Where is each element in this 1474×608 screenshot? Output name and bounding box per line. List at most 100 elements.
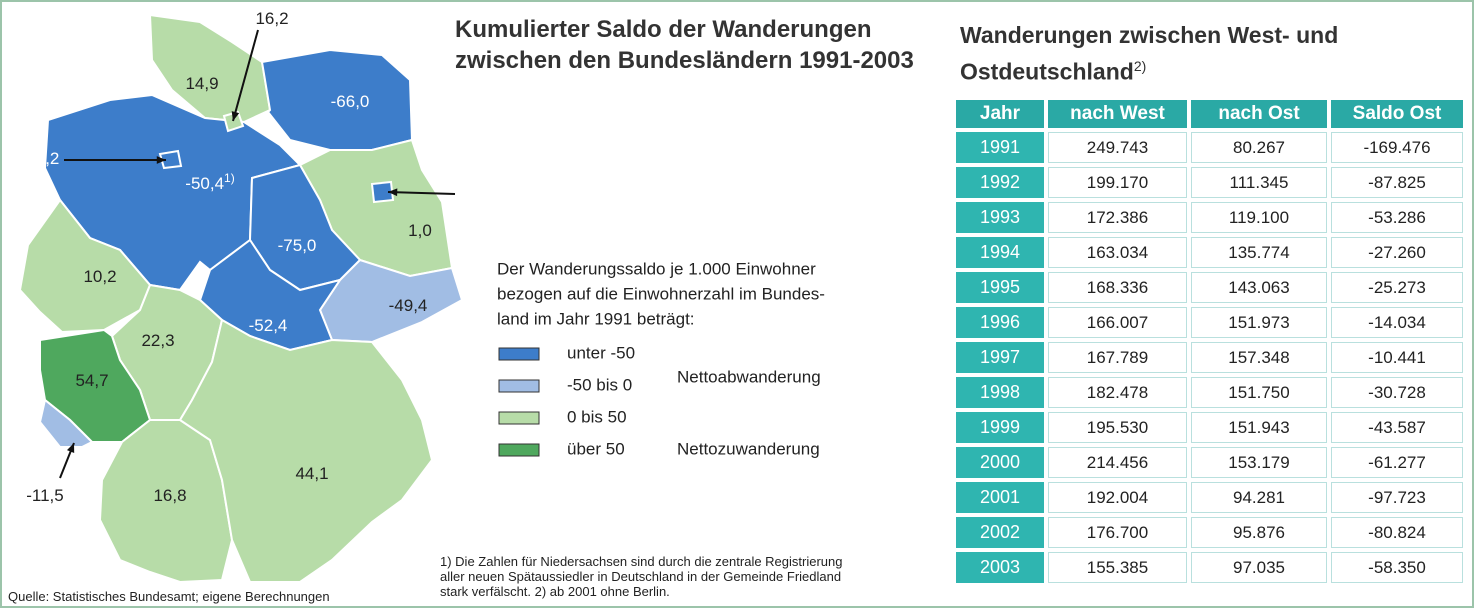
state-value: -11,5 bbox=[26, 486, 64, 505]
value-cell: 214.456 bbox=[1048, 447, 1187, 478]
state-value: 54,7 bbox=[75, 371, 108, 390]
arrow-head bbox=[66, 443, 75, 453]
state-value-text: 44,1 bbox=[295, 464, 328, 483]
year-cell: 1998 bbox=[956, 377, 1044, 408]
value-cell: 172.386 bbox=[1048, 202, 1187, 233]
legend-group: Nettozuwanderung bbox=[677, 439, 820, 458]
value-cell: 195.530 bbox=[1048, 412, 1187, 443]
state-value: -35,6 bbox=[466, 183, 505, 202]
legend-group: Nettoabwanderung bbox=[677, 367, 821, 386]
state-value-text: -49,4 bbox=[389, 296, 428, 315]
value-cell: -30.728 bbox=[1331, 377, 1463, 408]
value-cell: -61.277 bbox=[1331, 447, 1463, 478]
table-row: 1998 182.478 151.750 -30.728 bbox=[956, 377, 1463, 408]
value-cell: 80.267 bbox=[1191, 132, 1327, 163]
value-cell: -80.824 bbox=[1331, 517, 1463, 548]
value-cell: 95.876 bbox=[1191, 517, 1327, 548]
value-cell: 176.700 bbox=[1048, 517, 1187, 548]
state-value: 22,3 bbox=[141, 331, 174, 350]
legend-label: 0 bis 50 bbox=[567, 407, 627, 426]
legend-intro: bezogen auf die Einwohnerzahl im Bundes- bbox=[497, 284, 825, 303]
state-value-text: -38,2 bbox=[21, 149, 60, 168]
table-row: 1996 166.007 151.973 -14.034 bbox=[956, 307, 1463, 338]
year-cell: 1992 bbox=[956, 167, 1044, 198]
header-cell: nach West bbox=[1048, 100, 1187, 128]
value-cell: 249.743 bbox=[1048, 132, 1187, 163]
value-cell: -27.260 bbox=[1331, 237, 1463, 268]
source: Quelle: Statistisches Bundesamt; eigene … bbox=[8, 589, 330, 604]
state-value: 14,9 bbox=[185, 74, 218, 93]
year-cell: 1991 bbox=[956, 132, 1044, 163]
table-row: 1999 195.530 151.943 -43.587 bbox=[956, 412, 1463, 443]
value-cell: 157.348 bbox=[1191, 342, 1327, 373]
value-cell: 192.004 bbox=[1048, 482, 1187, 513]
state-value-text: 16,8 bbox=[153, 486, 186, 505]
legend-label: -50 bis 0 bbox=[567, 375, 632, 394]
value-cell: 143.063 bbox=[1191, 272, 1327, 303]
value-cell: 153.179 bbox=[1191, 447, 1327, 478]
migration-table: Jahr nach West nach Ost Saldo Ost 1991 249.74… bbox=[952, 96, 1467, 587]
table-row: 2000 214.456 153.179 -61.277 bbox=[956, 447, 1463, 478]
table-row: 1993 172.386 119.100 -53.286 bbox=[956, 202, 1463, 233]
state-value: 10,2 bbox=[83, 267, 116, 286]
table-title-note: 2) bbox=[1133, 58, 1147, 74]
arrow-head bbox=[231, 111, 240, 121]
state-value: 1,0 bbox=[408, 221, 432, 240]
value-cell: -14.034 bbox=[1331, 307, 1463, 338]
value-cell: -58.350 bbox=[1331, 552, 1463, 583]
year-cell: 1995 bbox=[956, 272, 1044, 303]
year-cell: 1997 bbox=[956, 342, 1044, 373]
legend-label: unter -50 bbox=[567, 343, 635, 362]
value-cell: 151.750 bbox=[1191, 377, 1327, 408]
value-cell: 163.034 bbox=[1048, 237, 1187, 268]
table-title: Wanderungen zwischen West- und Ostdeutsc… bbox=[960, 20, 1430, 88]
year-cell: 2000 bbox=[956, 447, 1044, 478]
legend-swatch bbox=[498, 379, 540, 393]
value-cell: -25.273 bbox=[1331, 272, 1463, 303]
table-row: 1991 249.743 80.267 -169.476 bbox=[956, 132, 1463, 163]
footnote-line: stark verfälscht. 2) ab 2001 ohne Berlin… bbox=[440, 584, 670, 599]
state-value: -52,4 bbox=[249, 316, 288, 335]
state-value: -38,2 bbox=[21, 149, 60, 168]
footnote-line: 1) Die Zahlen für Niedersachsen sind dur… bbox=[440, 554, 843, 569]
table-row: 2002 176.700 95.876 -80.824 bbox=[956, 517, 1463, 548]
title: Kumulierter Saldo der Wanderungen zwisch… bbox=[455, 16, 914, 74]
value-cell: 94.281 bbox=[1191, 482, 1327, 513]
state-area bbox=[158, 149, 183, 170]
value-cell: 135.774 bbox=[1191, 237, 1327, 268]
value-cell: 155.385 bbox=[1048, 552, 1187, 583]
value-cell: 182.478 bbox=[1048, 377, 1187, 408]
arrow-head bbox=[388, 188, 398, 197]
header-cell: nach Ost bbox=[1191, 100, 1327, 128]
value-cell: -87.825 bbox=[1331, 167, 1463, 198]
value-cell: 97.035 bbox=[1191, 552, 1327, 583]
value-cell: 111.345 bbox=[1191, 167, 1327, 198]
state-value-note: 1) bbox=[224, 171, 235, 185]
state-value-text: -50,4 bbox=[185, 174, 224, 193]
value-cell: -97.723 bbox=[1331, 482, 1463, 513]
state-value-text: 54,7 bbox=[75, 371, 108, 390]
state-area bbox=[38, 398, 94, 448]
state-value-text: 10,2 bbox=[83, 267, 116, 286]
year-cell: 2002 bbox=[956, 517, 1044, 548]
year-cell: 1993 bbox=[956, 202, 1044, 233]
header-row: Jahr nach West nach Ost Saldo Ost bbox=[956, 100, 1463, 128]
year-cell: 1996 bbox=[956, 307, 1044, 338]
year-cell: 1999 bbox=[956, 412, 1044, 443]
value-cell: -169.476 bbox=[1331, 132, 1463, 163]
table-row: 1995 168.336 143.063 -25.273 bbox=[956, 272, 1463, 303]
value-cell: -53.286 bbox=[1331, 202, 1463, 233]
state-value-text: -11,5 bbox=[26, 486, 64, 505]
year-cell: 2001 bbox=[956, 482, 1044, 513]
legend-swatch bbox=[498, 411, 540, 425]
footnote: 1) Die Zahlen für Niedersachsen sind dur… bbox=[440, 554, 843, 599]
value-cell: 199.170 bbox=[1048, 167, 1187, 198]
callout-arrow bbox=[232, 29, 259, 122]
state-value-text: -75,0 bbox=[278, 236, 317, 255]
state-value: -50,41) bbox=[185, 171, 234, 193]
header-cell: Saldo Ost bbox=[1331, 100, 1463, 128]
state-value-text: -35,6 bbox=[466, 183, 505, 202]
